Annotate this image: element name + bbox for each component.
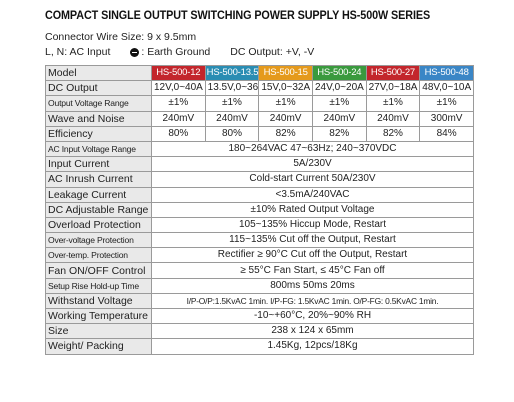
row-label: Over-temp. Protection bbox=[45, 247, 152, 264]
row-value: 82% bbox=[365, 125, 421, 142]
row-value: 80% bbox=[204, 125, 260, 142]
model-name: HS-500-13.5 bbox=[204, 64, 260, 82]
spec-row: DC Output12V,0~40A13.5V,0~36A15V,0~32A24… bbox=[45, 80, 474, 97]
legend-item: L, N: AC Input bbox=[45, 46, 111, 58]
row-label: Output Voltage Range bbox=[45, 95, 152, 112]
row-value: 180~264VAC 47~63Hz; 240~370VDC bbox=[151, 140, 474, 158]
spec-row: Size 238 x 124 x 65mm bbox=[45, 323, 474, 340]
row-label: Wave and Noise bbox=[45, 110, 152, 127]
legend-item: DC Output: +V, -V bbox=[230, 46, 315, 58]
row-value: 1.45Kg, 12pcs/18Kg bbox=[151, 338, 474, 355]
row-value: ±1% bbox=[204, 95, 260, 112]
spec-table: Model HS-500-12 HS-500-13.5 HS-500-15 HS-500… bbox=[45, 64, 474, 355]
spec-row: DC Adjustable Range ±10% Rated Output Vol… bbox=[45, 201, 474, 218]
model-name: HS-500-48 bbox=[419, 64, 474, 82]
row-label: Setup Rise Hold-up Time bbox=[45, 277, 152, 294]
row-value: 300mV bbox=[419, 110, 474, 127]
row-value: 82% bbox=[258, 125, 313, 142]
row-label: Efficiency bbox=[45, 125, 152, 142]
row-value: 12V,0~40A bbox=[151, 80, 206, 97]
spec-row: Leakage Current <3.5mA/240VAC bbox=[45, 186, 474, 203]
title: COMPACT SINGLE OUTPUT SWITCHING POWER SU… bbox=[45, 8, 431, 22]
spec-row: Fan ON/OFF Control ≥ 55°C Fan Start, ≤ 45… bbox=[45, 262, 474, 279]
row-value: ≥ 55°C Fan Start, ≤ 45°C Fan off bbox=[151, 262, 474, 279]
row-value: ±1% bbox=[365, 95, 421, 112]
row-value: 240mV bbox=[311, 110, 367, 127]
row-value: 238 x 124 x 65mm bbox=[151, 323, 474, 340]
spec-row: Over-temp. Protection Rectifier ≥ 90°C Cu… bbox=[45, 247, 474, 264]
row-value: 13.5V,0~36A bbox=[204, 80, 260, 97]
spec-row: Overload Protection 105~135% Hiccup Mode,… bbox=[45, 216, 474, 234]
row-label: Input Current bbox=[45, 156, 152, 173]
row-value: Cold-start Current 50A/230V bbox=[151, 171, 474, 188]
legend: L, N: AC Input : Earth Ground DC Output:… bbox=[45, 46, 314, 58]
row-label: Withstand Voltage bbox=[45, 292, 152, 310]
row-value: 800ms 50ms 20ms bbox=[151, 277, 474, 294]
spec-row: Withstand Voltage I/P-O/P:1.5KvAC 1min. I… bbox=[45, 292, 474, 310]
spec-row: Working Temperature -10~+60°C, 20%~90% RH bbox=[45, 307, 474, 325]
row-value: 84% bbox=[419, 125, 474, 142]
row-value: 5A/230V bbox=[151, 156, 474, 173]
row-value: 105~135% Hiccup Mode, Restart bbox=[151, 216, 474, 234]
ground-icon bbox=[130, 47, 140, 57]
row-value: 80% bbox=[151, 125, 206, 142]
row-value: ±1% bbox=[258, 95, 313, 112]
row-value: ±1% bbox=[311, 95, 367, 112]
spec-row: Output Voltage Range ±1% ±1% ±1% ±1% ±1% ±1% bbox=[45, 95, 474, 112]
spec-row: AC Input Voltage Range 180~264VAC 47~63Hz… bbox=[45, 140, 474, 158]
row-value: ±1% bbox=[151, 95, 206, 112]
legend-item: : Earth Ground bbox=[130, 46, 210, 58]
row-value: 240mV bbox=[151, 110, 206, 127]
row-value: 24V,0~20A bbox=[311, 80, 367, 97]
spec-row: Weight/ Packing 1.45Kg, 12pcs/18Kg bbox=[45, 338, 474, 355]
row-value: -10~+60°C, 20%~90% RH bbox=[151, 307, 474, 325]
spec-row: Setup Rise Hold-up Time 800ms 50ms 20ms bbox=[45, 277, 474, 294]
connector-size: Connector Wire Size: 9 x 9.5mm bbox=[45, 31, 197, 43]
header-row: Model HS-500-12 HS-500-13.5 HS-500-15 HS-500… bbox=[45, 64, 474, 82]
row-value: 240mV bbox=[365, 110, 421, 127]
row-value: ±1% bbox=[419, 95, 474, 112]
spec-row: Wave and Noise 240mV 240mV 240mV 240mV 240mV 3… bbox=[45, 110, 474, 127]
row-label: AC Input Voltage Range bbox=[45, 140, 152, 158]
legend-text: : Earth Ground bbox=[141, 46, 211, 58]
row-value: 82% bbox=[311, 125, 367, 142]
row-value: I/P-O/P:1.5KvAC 1min. I/P-FG: 1.5KvAC 1m… bbox=[151, 292, 474, 310]
row-value: 48V,0~10A bbox=[419, 80, 474, 97]
row-label: Weight/ Packing bbox=[45, 338, 152, 355]
spec-row: Input Current 5A/230V bbox=[45, 156, 474, 173]
header-label: Model bbox=[45, 64, 152, 82]
row-value: 240mV bbox=[258, 110, 313, 127]
spec-row: AC Inrush Current Cold-start Current 50A/… bbox=[45, 171, 474, 188]
row-value: 15V,0~32A bbox=[258, 80, 313, 97]
row-value: Rectifier ≥ 90°C Cut off the Output, Res… bbox=[151, 247, 474, 264]
row-label: Leakage Current bbox=[45, 186, 152, 203]
row-label: AC Inrush Current bbox=[45, 171, 152, 188]
row-label: Working Temperature bbox=[45, 307, 152, 325]
row-value: <3.5mA/240VAC bbox=[151, 186, 474, 203]
spec-row: Over-voltage Protection 115~135% Cut off … bbox=[45, 232, 474, 249]
spec-row: Efficiency 80% 80% 82% 82% 82% 84% bbox=[45, 125, 474, 142]
row-label: Over-voltage Protection bbox=[45, 232, 152, 249]
row-label: DC Adjustable Range bbox=[45, 201, 152, 218]
model-name: HS-500-12 bbox=[151, 64, 206, 82]
row-label: Overload Protection bbox=[45, 216, 152, 234]
row-value: 115~135% Cut off the Output, Restart bbox=[151, 232, 474, 249]
model-name: HS-500-15 bbox=[258, 64, 313, 82]
row-label: DC Output bbox=[45, 80, 152, 97]
row-value: ±10% Rated Output Voltage bbox=[151, 201, 474, 218]
row-label: Size bbox=[45, 323, 152, 340]
model-name: HS-500-27 bbox=[365, 64, 421, 82]
row-value: 27V,0~18A bbox=[365, 80, 421, 97]
model-name: HS-500-24 bbox=[311, 64, 367, 82]
row-label: Fan ON/OFF Control bbox=[45, 262, 152, 279]
row-value: 240mV bbox=[204, 110, 260, 127]
